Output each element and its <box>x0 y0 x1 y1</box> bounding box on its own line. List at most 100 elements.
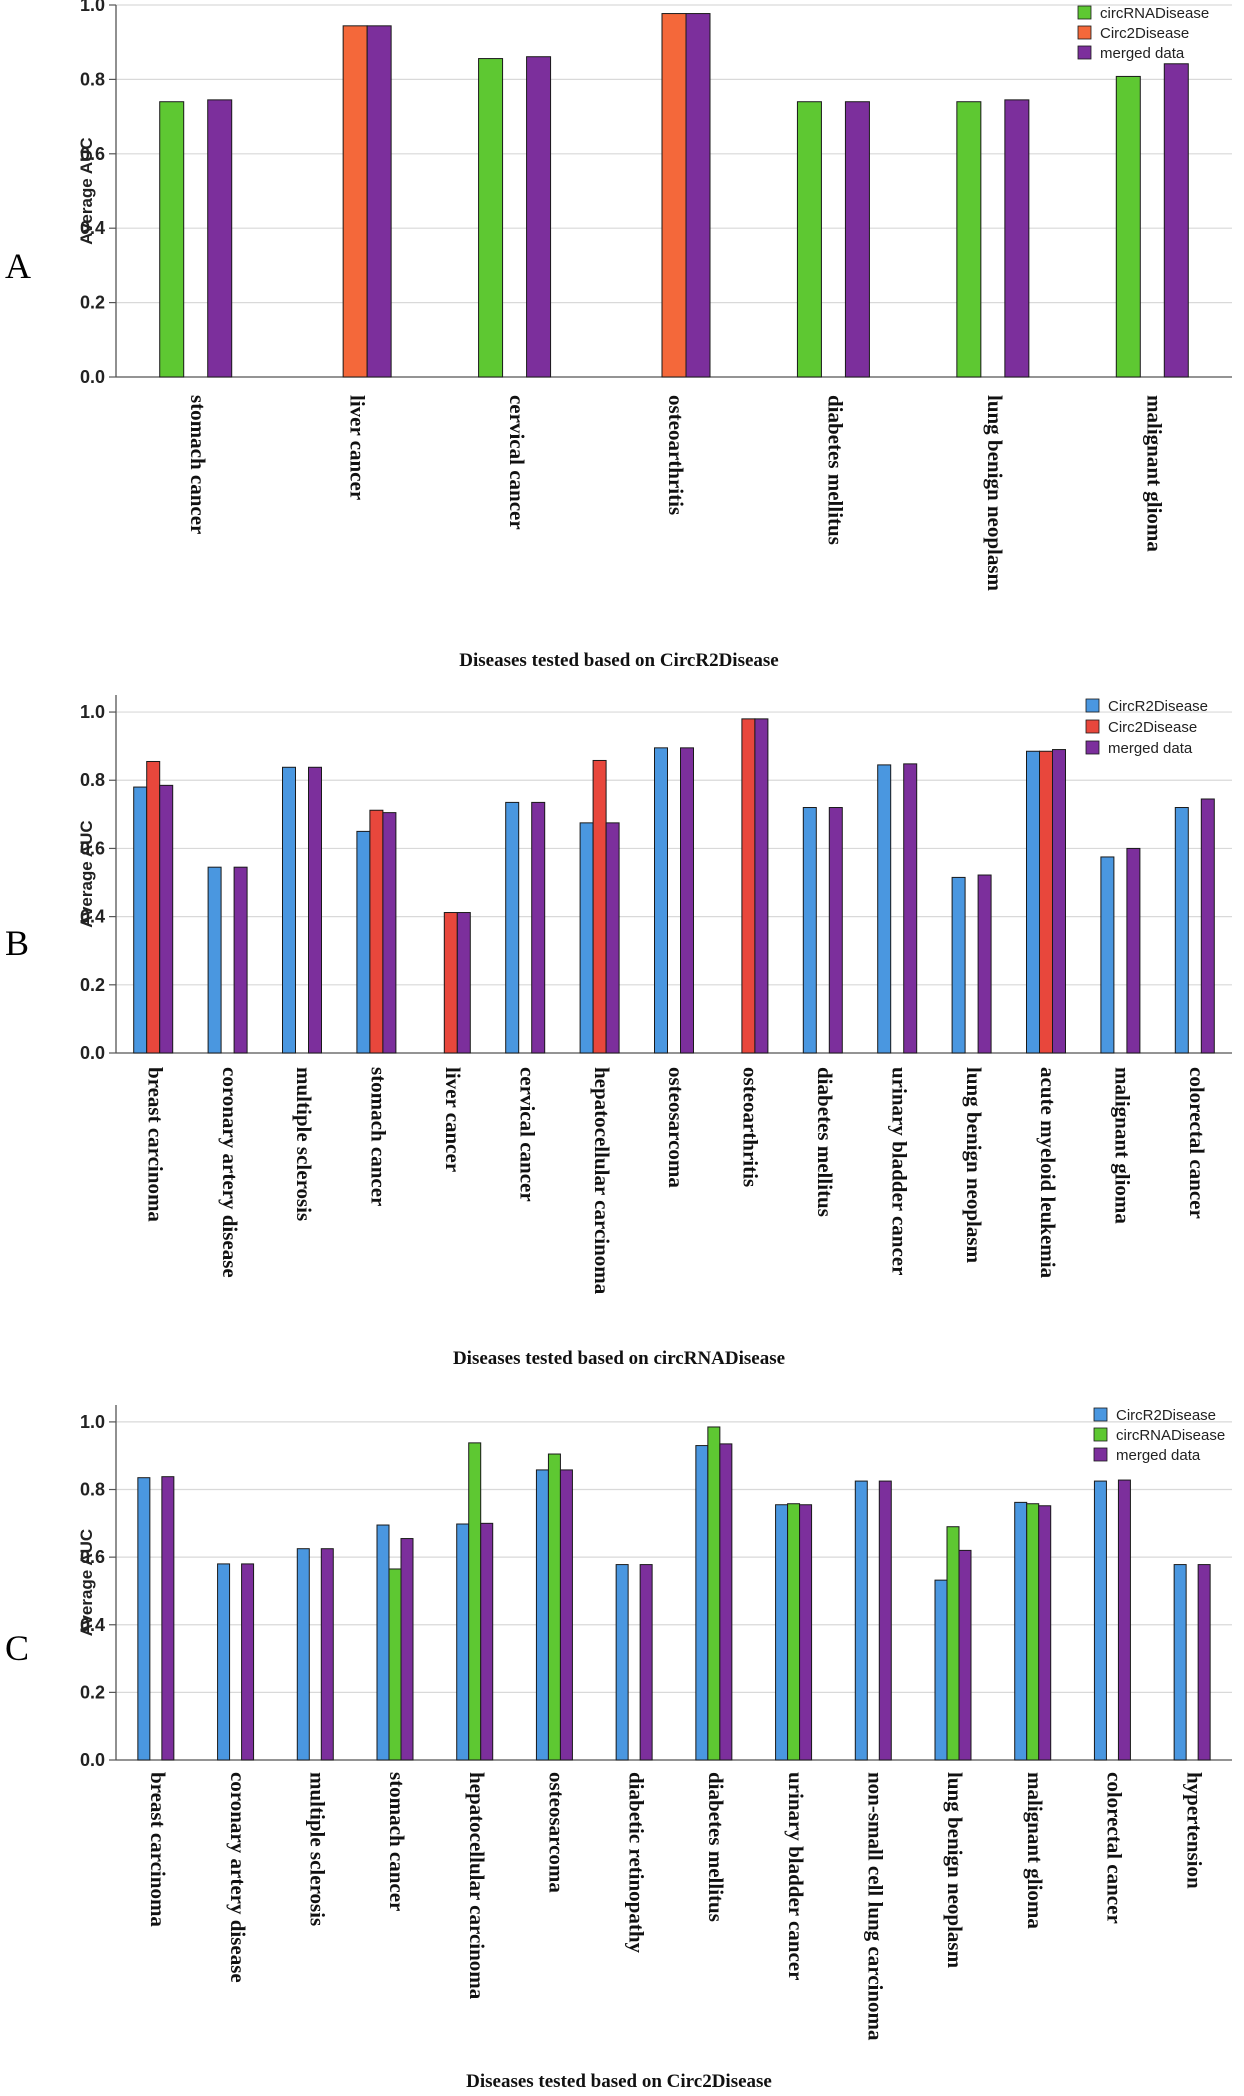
legend-label-circ2disease: Circ2Disease <box>1100 25 1189 42</box>
bar-merged-data-colorectal-cancer <box>1200 798 1215 1054</box>
y-tick-label: 0.2 <box>80 293 105 313</box>
x-tick-label-liver-cancer: liver cancer <box>441 1067 465 1172</box>
y-tick-label: 0.0 <box>80 1043 105 1063</box>
bar-merged-data-multiple-sclerosis <box>320 1548 334 1761</box>
y-tick-label: 0.0 <box>80 367 105 387</box>
x-tick-label-stomach-cancer: stomach cancer <box>367 1067 391 1206</box>
bar-merged-data-stomach-cancer <box>207 99 233 378</box>
bar-merged-data-acute-myeloid-leukemia <box>1052 749 1066 1054</box>
x-tick-label-multiple-sclerosis: multiple sclerosis <box>305 1772 329 1926</box>
y-tick-label: 0.8 <box>80 69 105 89</box>
y-axis-label: Average AUC <box>77 820 96 927</box>
bar-circr2disease-osteosarcoma <box>535 1469 549 1761</box>
x-tick-label-lung-benign-neoplasm: lung benign neoplasm <box>962 1067 986 1264</box>
bar-circr2disease-multiple-sclerosis <box>296 1548 310 1761</box>
bar-merged-data-stomach-cancer <box>382 812 397 1054</box>
bar-circr2disease-stomach-cancer <box>356 830 371 1054</box>
bar-circr2disease-stomach-cancer <box>376 1524 390 1761</box>
bar-circrnadisease-urinary-bladder-cancer <box>787 1503 801 1761</box>
bar-merged-data-hypertension <box>1197 1564 1211 1761</box>
x-tick-label-osteosarcoma: osteosarcoma <box>664 1067 688 1188</box>
legend-label-circrnadisease: circRNADisease <box>1116 1427 1225 1444</box>
x-tick-label-osteosarcoma: osteosarcoma <box>545 1772 569 1893</box>
bar-merged-data-diabetes-mellitus <box>844 101 870 378</box>
legend-swatch-circrnadisease <box>1093 1427 1108 1442</box>
legend-label-circrnadisease: circRNADisease <box>1100 5 1209 22</box>
bar-circrnadisease-diabetes-mellitus <box>796 101 822 378</box>
bar-circrnadisease-osteosarcoma <box>547 1453 561 1761</box>
x-tick-label-colorectal-cancer: colorectal cancer <box>1185 1067 1209 1219</box>
legend: circRNADisease Circ2Disease merged data <box>1077 5 1209 62</box>
chart-panel-c: C 0.0 0.2 0.4 0.6 0.8 1.0 Average AUC breast car… <box>5 1405 1232 2092</box>
y-tick-label: 0.6 <box>80 838 105 858</box>
bar-merged-data-osteosarcoma <box>680 747 694 1054</box>
bar-merged-data-osteoarthritis <box>754 718 769 1054</box>
x-tick-label-multiple-sclerosis: multiple sclerosis <box>292 1067 316 1221</box>
x-tick-label-urinary-bladder-cancer: urinary bladder cancer <box>784 1772 808 1980</box>
bar-merged-data-multiple-sclerosis <box>308 766 322 1054</box>
y-tick-label: 0.6 <box>80 1547 105 1567</box>
y-axis-label: Average AUC <box>77 1529 96 1636</box>
y-tick-label: 0.8 <box>80 1480 105 1500</box>
bar-merged-data-cervical-cancer <box>526 56 552 378</box>
bar-circr2disease-malignant-glioma <box>1014 1501 1028 1761</box>
legend-swatch-circ2disease <box>1077 25 1092 40</box>
x-axis-label: Diseases tested based on CircR2Disease <box>459 650 778 671</box>
legend-swatch-circ2disease <box>1085 719 1100 734</box>
chart-panel-b: B 0.0 0.2 0.4 0.6 0.8 1.0 Average AUC breast car… <box>5 695 1232 1369</box>
bar-circrnadisease-lung-benign-neoplasm <box>956 101 982 378</box>
bar-merged-data-malignant-glioma <box>1126 847 1141 1054</box>
y-tick-label: 1.0 <box>80 702 105 722</box>
bar-circr2disease-malignant-glioma <box>1100 856 1115 1054</box>
y-tick-label: 1.0 <box>80 1412 105 1432</box>
bar-circrnadisease-hepatocellular-carcinoma <box>468 1442 482 1761</box>
x-tick-label-lung-benign-neoplasm: lung benign neoplasm <box>943 1772 967 1969</box>
y-tick-label: 0.4 <box>80 218 105 238</box>
x-tick-label-breast-carcinoma: breast carcinoma <box>146 1772 170 1927</box>
x-tick-label-hypertension: hypertension <box>1182 1772 1206 1889</box>
x-tick-label-malignant-glioma: malignant glioma <box>1111 1067 1135 1224</box>
bar-circr2disease-urinary-bladder-cancer <box>877 764 892 1054</box>
bar-circr2disease-breast-carcinoma <box>137 1477 151 1761</box>
bar-circrnadisease-stomach-cancer <box>388 1568 402 1761</box>
bar-circ2disease-liver-cancer <box>443 912 458 1054</box>
x-tick-label-diabetes-mellitus: diabetes mellitus <box>704 1772 728 1922</box>
y-tick-label: 0.4 <box>80 1615 105 1635</box>
x-tick-label-osteoarthritis: osteoarthritis <box>739 1067 763 1187</box>
bar-circr2disease-acute-myeloid-leukemia <box>1026 750 1040 1054</box>
bar-merged-data-lung-benign-neoplasm <box>1004 99 1030 378</box>
y-tick-label: 0.4 <box>80 907 105 927</box>
legend-label-merged-data: merged data <box>1108 740 1193 757</box>
x-tick-label-acute-myeloid-leukemia: acute myeloid leukemia <box>1036 1067 1060 1279</box>
legend-swatch-merged-data <box>1085 740 1100 755</box>
legend: CircR2Disease Circ2Disease merged data <box>1085 698 1208 757</box>
bar-circ2disease-breast-carcinoma <box>146 760 161 1054</box>
bar-merged-data-malignant-glioma <box>1163 63 1189 378</box>
x-tick-label-stomach-cancer: stomach cancer <box>186 395 210 534</box>
legend-swatch-circr2disease <box>1085 698 1100 713</box>
y-tick-label: 0.6 <box>80 144 105 164</box>
bar-circr2disease-hypertension <box>1173 1564 1187 1761</box>
x-tick-label-osteoarthritis: osteoarthritis <box>664 395 688 515</box>
x-tick-label-cervical-cancer: cervical cancer <box>515 1067 539 1202</box>
bar-merged-data-urinary-bladder-cancer <box>903 763 918 1054</box>
bar-merged-data-hepatocellular-carcinoma <box>480 1522 494 1761</box>
bar-circr2disease-colorectal-cancer <box>1174 807 1189 1054</box>
bar-circr2disease-multiple-sclerosis <box>282 766 296 1054</box>
y-axis-label: Average AUC <box>77 137 96 244</box>
bar-circrnadisease-stomach-cancer <box>159 101 185 378</box>
legend-label-merged-data: merged data <box>1116 1447 1201 1464</box>
bar-circr2disease-hepatocellular-carcinoma <box>456 1523 470 1761</box>
y-tick-label: 0.2 <box>80 1682 105 1702</box>
bar-merged-data-coronary-artery-disease <box>241 1563 255 1761</box>
bar-circr2disease-urinary-bladder-cancer <box>775 1504 789 1761</box>
bar-circrnadisease-malignant-glioma <box>1115 75 1141 378</box>
bar-merged-data-diabetes-mellitus <box>719 1443 733 1761</box>
bar-merged-data-cervical-cancer <box>531 801 546 1054</box>
bar-merged-data-diabetic-retinopathy <box>639 1564 653 1761</box>
bar-circr2disease-colorectal-cancer <box>1093 1480 1107 1761</box>
x-tick-label-colorectal-cancer: colorectal cancer <box>1103 1772 1127 1924</box>
bar-circ2disease-osteoarthritis <box>741 718 756 1054</box>
bar-circr2disease-osteosarcoma <box>654 747 668 1054</box>
